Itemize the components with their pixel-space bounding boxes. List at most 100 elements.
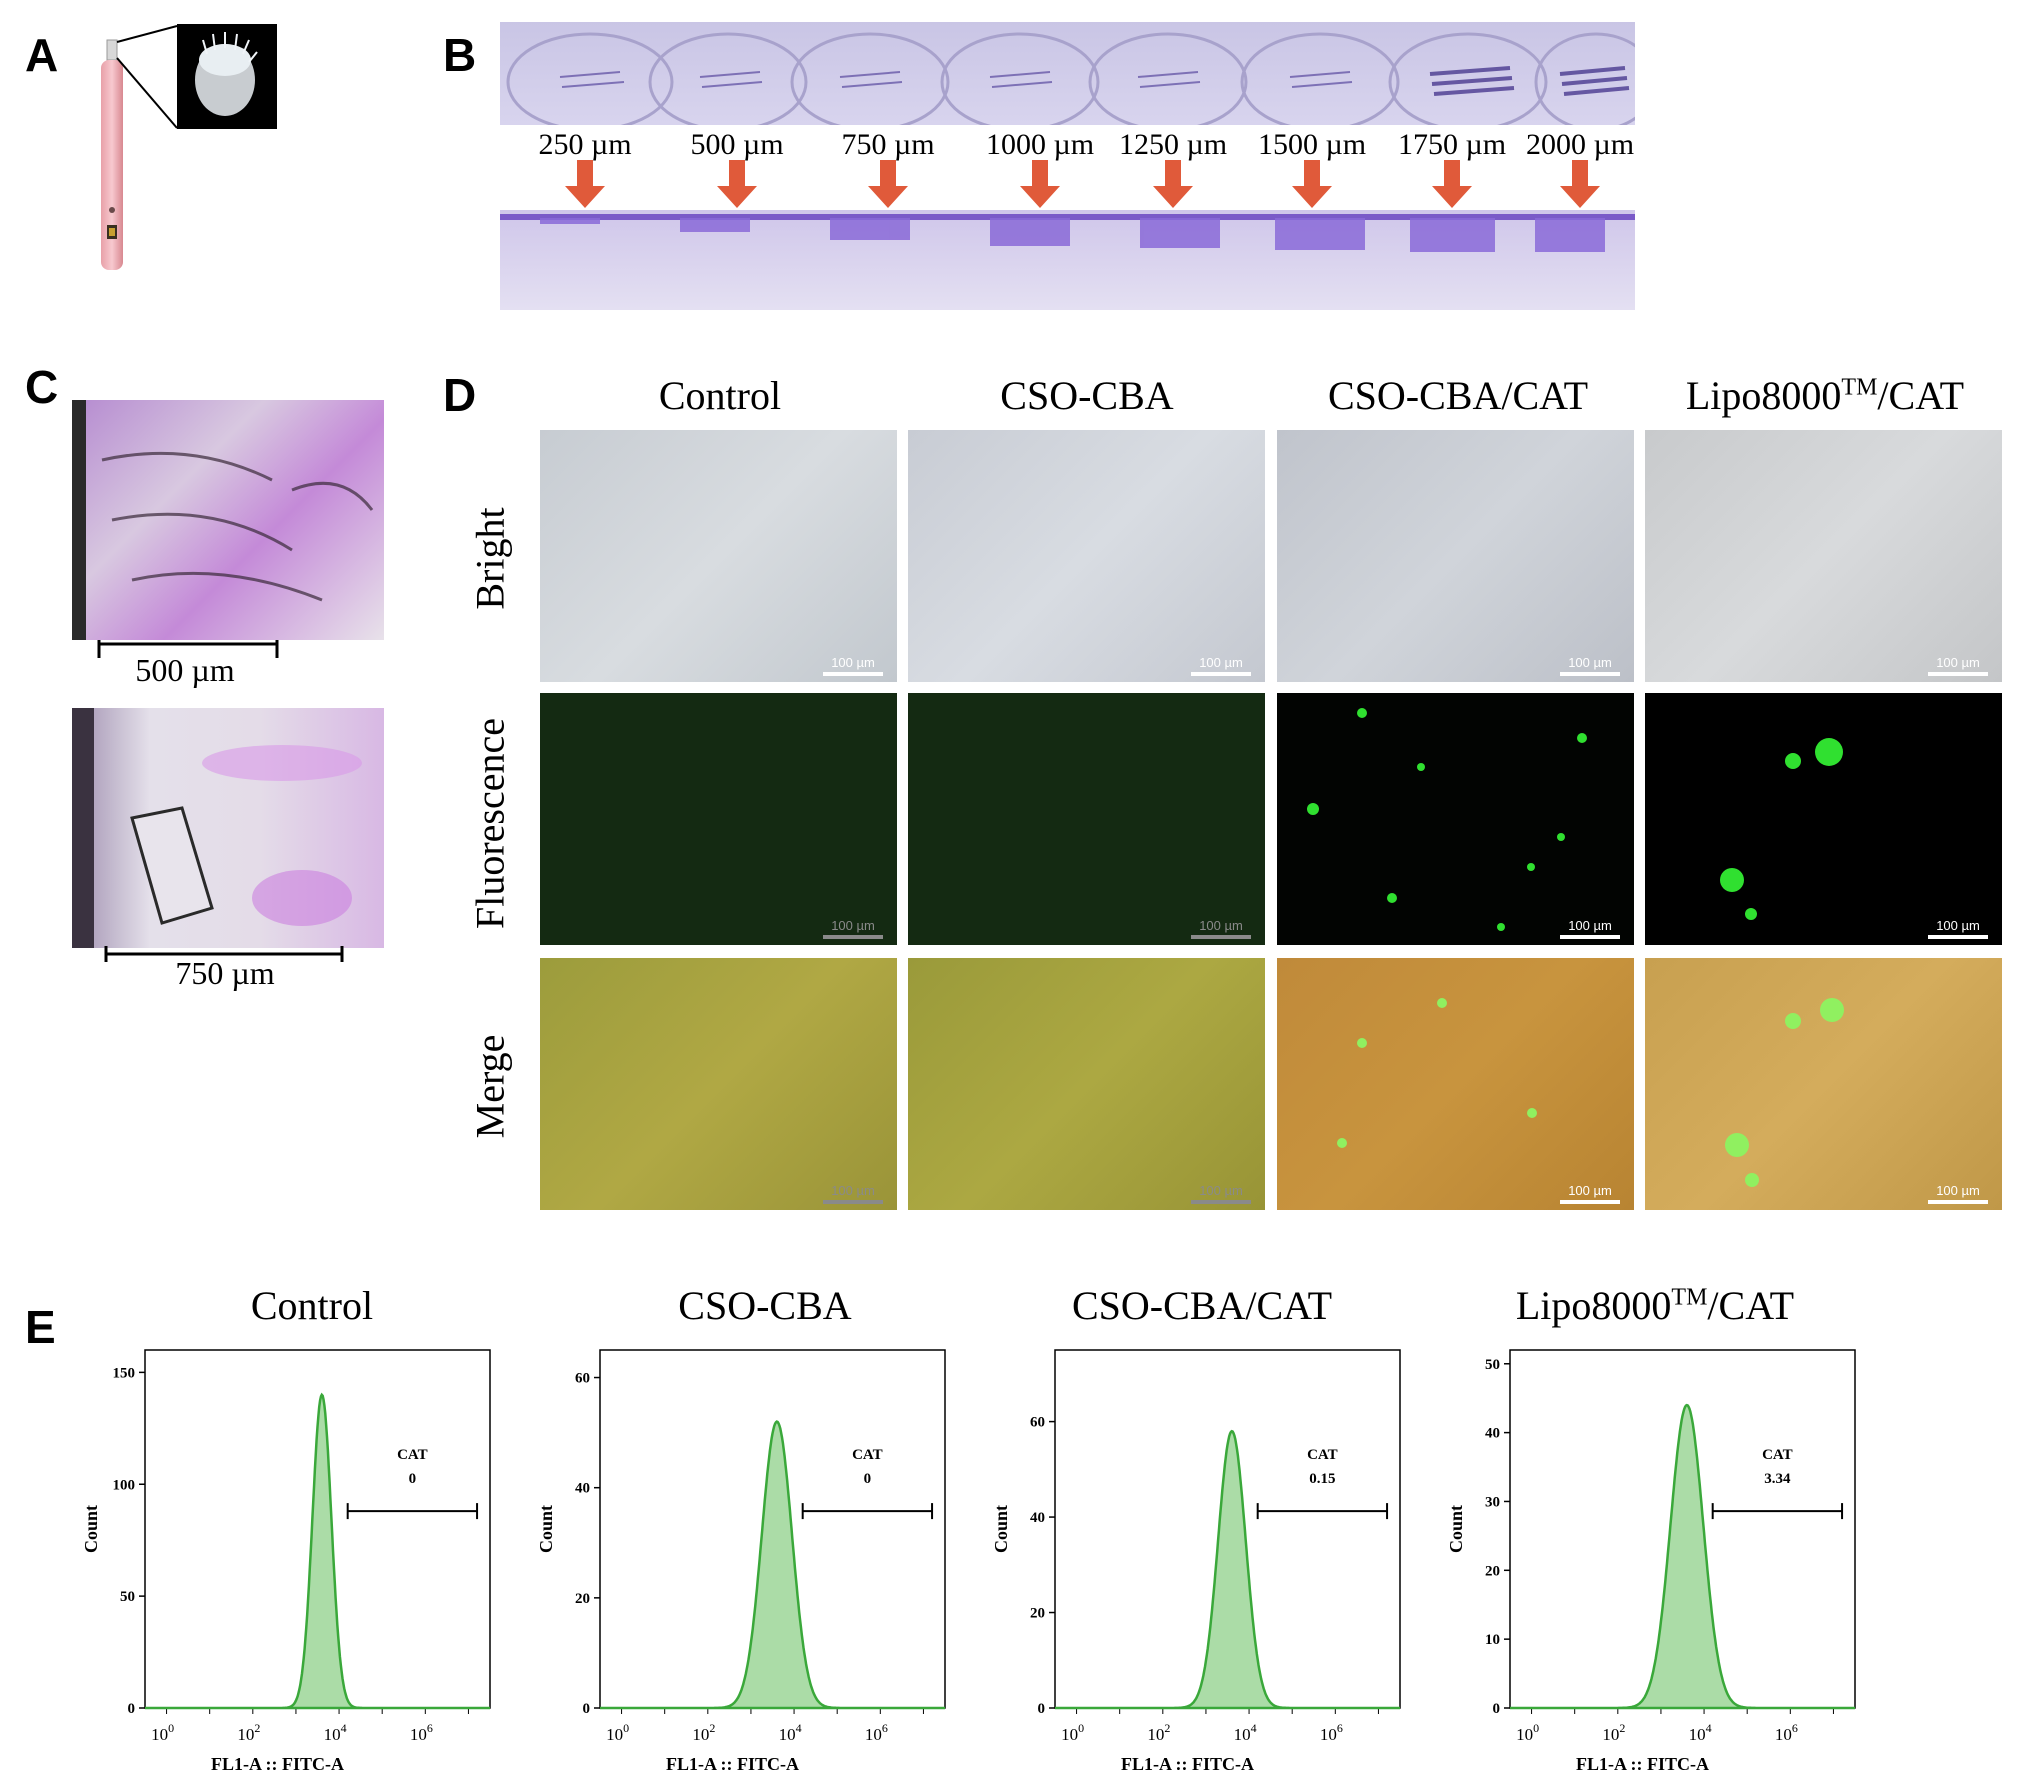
micro-scale-bar: 100 µm — [1191, 655, 1251, 676]
depth-label: 1750 µm — [1397, 128, 1507, 161]
gel-side-view — [500, 210, 1635, 310]
depth-label: 250 µm — [538, 128, 632, 161]
x-tick-label: 104 — [324, 1721, 347, 1744]
x-tick-label: 106 — [1320, 1721, 1343, 1744]
scale-bar-750 — [104, 946, 344, 962]
histogram-curve — [145, 1392, 490, 1710]
fluorescent-cell — [1745, 1173, 1759, 1187]
y-tick-label: 20 — [1030, 1606, 1045, 1622]
down-arrow-icon — [1020, 160, 1060, 208]
e-title-control: Control — [250, 1283, 374, 1328]
y-axis-label: Count — [991, 1505, 1011, 1553]
d-col-header-cso-cba: CSO-CBA — [1000, 373, 1174, 418]
skin-section-bottom — [72, 708, 384, 948]
x-tick-label: 102 — [1147, 1721, 1170, 1744]
micrograph-merge-2: 100 µm — [1277, 958, 1634, 1210]
depth-label: 1000 µm — [985, 128, 1095, 161]
x-tick-label: 106 — [410, 1721, 433, 1744]
y-tick-label: 40 — [575, 1481, 590, 1497]
gate-name: CAT — [1307, 1447, 1338, 1463]
scale-label-500: 500 µm — [135, 652, 235, 688]
micro-scale-bar: 100 µm — [1560, 655, 1620, 676]
y-tick-label: 20 — [1485, 1563, 1500, 1579]
x-tick-label: 106 — [1775, 1721, 1798, 1744]
panel-letter-c: C — [25, 361, 59, 413]
e-title-cso-cba-cat: CSO-CBA/CAT — [1071, 1283, 1333, 1328]
fluorescent-cell — [1820, 998, 1844, 1022]
y-axis-label: Count — [81, 1505, 101, 1553]
depth-label: 1500 µm — [1257, 128, 1367, 161]
fluorescent-cell — [1745, 908, 1757, 920]
x-tick-label: 104 — [779, 1721, 802, 1744]
skin-section-top — [72, 400, 384, 640]
gel-top-view — [500, 22, 1658, 132]
gate-value: 3.34 — [1764, 1471, 1791, 1487]
down-arrow-icon — [1432, 160, 1472, 208]
micro-scale-bar: 100 µm — [1928, 1183, 1988, 1204]
y-tick-label: 40 — [1030, 1510, 1045, 1526]
down-arrow-icon — [1153, 160, 1193, 208]
fluorescent-cell — [1437, 998, 1447, 1008]
y-tick-label: 0 — [583, 1701, 591, 1717]
x-axis-label: FL1-A :: FITC-A — [1576, 1754, 1709, 1774]
x-tick-label: 104 — [1234, 1721, 1257, 1744]
depth-label: 500 µm — [690, 128, 784, 161]
d-row-label-bright: Bright — [467, 507, 513, 610]
y-tick-label: 0 — [1038, 1701, 1046, 1717]
fluorescent-cell — [1417, 763, 1425, 771]
d-row-label-fluorescence: Fluorescence — [467, 718, 513, 930]
micrograph-bright-2: 100 µm — [1277, 430, 1634, 682]
micro-scale-bar: 100 µm — [1191, 918, 1251, 939]
fluorescent-cell — [1785, 1013, 1801, 1029]
micro-scale-bar: 100 µm — [823, 1183, 883, 1204]
fluorescent-cell — [1497, 923, 1505, 931]
micrograph-merge-3: 100 µm — [1645, 958, 2002, 1210]
panel-letter-e: E — [25, 1301, 56, 1353]
x-axis-label: FL1-A :: FITC-A — [211, 1754, 344, 1774]
down-arrow-icon — [565, 160, 605, 208]
x-tick-label: 100 — [606, 1721, 629, 1744]
down-arrow-icon — [868, 160, 908, 208]
gate-name: CAT — [397, 1447, 428, 1463]
micro-scale-bar: 100 µm — [823, 918, 883, 939]
x-tick-label: 100 — [1516, 1721, 1539, 1744]
y-tick-label: 60 — [575, 1371, 590, 1387]
gate-value: 0.15 — [1309, 1471, 1335, 1487]
panel-letter-a: A — [25, 29, 59, 81]
micrograph-fluorescence-3: 100 µm — [1645, 693, 2002, 945]
y-tick-label: 100 — [113, 1477, 136, 1493]
panel-letter-b: B — [443, 29, 477, 81]
panel-letter-d: D — [443, 369, 477, 421]
microneedle-pen-image — [101, 24, 277, 270]
gate-name: CAT — [852, 1447, 883, 1463]
depth-label: 1250 µm — [1118, 128, 1228, 161]
depth-label: 2000 µm — [1525, 128, 1635, 161]
x-tick-label: 100 — [151, 1721, 174, 1744]
x-tick-label: 102 — [237, 1721, 260, 1744]
y-axis-label: Count — [536, 1505, 556, 1553]
y-tick-label: 60 — [1030, 1415, 1045, 1431]
y-tick-label: 20 — [575, 1591, 590, 1607]
micrograph-merge-1: 100 µm — [908, 958, 1265, 1210]
x-axis-label: FL1-A :: FITC-A — [666, 1754, 799, 1774]
scale-label-750: 750 µm — [175, 955, 275, 991]
fluorescent-cell — [1725, 1133, 1749, 1157]
down-arrow-icon — [1560, 160, 1600, 208]
fluorescent-cell — [1577, 733, 1587, 743]
gate-value: 0 — [864, 1471, 872, 1487]
x-tick-label: 104 — [1689, 1721, 1712, 1744]
micro-scale-bar: 100 µm — [1560, 1183, 1620, 1204]
down-arrow-icon — [1292, 160, 1332, 208]
micro-scale-bar: 100 µm — [1928, 918, 1988, 939]
e-title-cso-cba: CSO-CBA — [678, 1283, 852, 1328]
down-arrow-icon — [717, 160, 757, 208]
fluorescent-cell — [1557, 833, 1565, 841]
fluorescent-cell — [1387, 893, 1397, 903]
fluorescent-cell — [1527, 1108, 1537, 1118]
y-axis-label: Count — [1446, 1505, 1466, 1553]
y-tick-label: 30 — [1485, 1494, 1500, 1510]
e-title-lipo: Lipo8000TM/CAT — [1515, 1283, 1795, 1328]
